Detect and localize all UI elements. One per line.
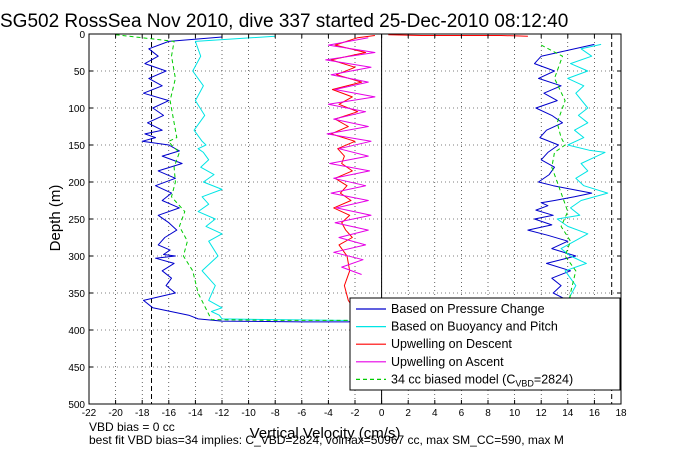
series-path	[325, 37, 376, 275]
legend-label-tail: =2824)	[534, 372, 573, 386]
chart-title: SG502 RossSea Nov 2010, dive 337 started…	[0, 11, 568, 32]
y-tick-label: 200	[68, 178, 85, 189]
x-tick-label: 0	[379, 408, 385, 419]
y-tick-label: 150	[68, 141, 85, 152]
plot-area: -22 -20 -18 -16 -14 -12 -10 -8 -6 -4 -2 0 2 4 6 8 10 12 14…	[68, 30, 627, 419]
legend-entry-label: Upwelling on Ascent	[391, 355, 504, 369]
x-tick-label: -2	[351, 408, 360, 419]
series-path	[540, 44, 577, 316]
series-layer	[115, 34, 609, 323]
x-axis-ticks: -22 -20 -18 -16 -14 -12 -10 -8 -6 -4 -2 0 2 4 6 8 10 12 14…	[82, 34, 627, 419]
x-tick-label: 14	[562, 408, 574, 419]
y-tick-label: 0	[79, 30, 85, 41]
series-path	[556, 43, 609, 316]
legend-box	[349, 297, 621, 391]
y-tick-label: 250	[68, 215, 85, 226]
best-fit-note: best fit VBD bias=34 implies: C_VBD=2824…	[89, 433, 564, 447]
x-tick-label: -14	[188, 408, 203, 419]
x-tick-label: -10	[241, 408, 256, 419]
x-tick-label: -22	[82, 408, 97, 419]
x-tick-label: -16	[162, 408, 177, 419]
x-tick-label: 12	[536, 408, 548, 419]
x-tick-label: -20	[108, 408, 123, 419]
y-tick-label: 400	[68, 326, 85, 337]
y-tick-label: 300	[68, 252, 85, 263]
x-tick-label: -4	[324, 408, 333, 419]
legend-entry-label: Based on Buoyancy and Pitch	[391, 320, 558, 334]
series-path	[192, 35, 349, 321]
x-tick-label: 8	[485, 408, 491, 419]
x-tick-label: -12	[215, 408, 230, 419]
x-tick-label: 16	[589, 408, 601, 419]
y-tick-label: 50	[74, 67, 86, 78]
legend-entry-label: 34 cc biased model (CVBD=2824)	[391, 372, 573, 388]
x-tick-label: 4	[432, 408, 438, 419]
y-axis-ticks: 0 50 100 150 200 250 300 350 400 450 500	[68, 30, 621, 411]
x-tick-label: 2	[405, 408, 411, 419]
x-axis-label: Vertical Velocity (cm/s)	[250, 425, 401, 442]
series-path	[527, 43, 595, 316]
x-tick-label: 6	[459, 408, 465, 419]
legend-label-main: 34 cc biased model (C	[391, 372, 515, 386]
legend-label-subscript: VBD	[515, 378, 534, 388]
legend-entry-label: Based on Pressure Change	[391, 302, 545, 316]
y-axis-label: Depth (m)	[47, 185, 64, 252]
legend: Based on Pressure Change Based on Buoyanc…	[349, 297, 621, 391]
vbd-bias-note: VBD bias = 0 cc	[89, 420, 175, 434]
x-tick-label: 18	[615, 408, 627, 419]
x-tick-label: -8	[271, 408, 280, 419]
x-tick-label: -6	[297, 408, 306, 419]
series-1-line	[192, 35, 609, 321]
x-tick-label: -18	[135, 408, 150, 419]
series-3-line	[325, 37, 376, 275]
x-tick-label: 10	[509, 408, 521, 419]
series-path	[115, 34, 349, 321]
y-tick-label: 100	[68, 104, 85, 115]
y-tick-label: 350	[68, 289, 85, 300]
series-4-line	[115, 34, 577, 321]
series-0-line	[141, 36, 595, 323]
series-path	[141, 36, 356, 323]
y-tick-label: 450	[68, 363, 85, 374]
legend-entry-label: Upwelling on Descent	[391, 337, 512, 351]
y-tick-label: 500	[68, 400, 85, 411]
